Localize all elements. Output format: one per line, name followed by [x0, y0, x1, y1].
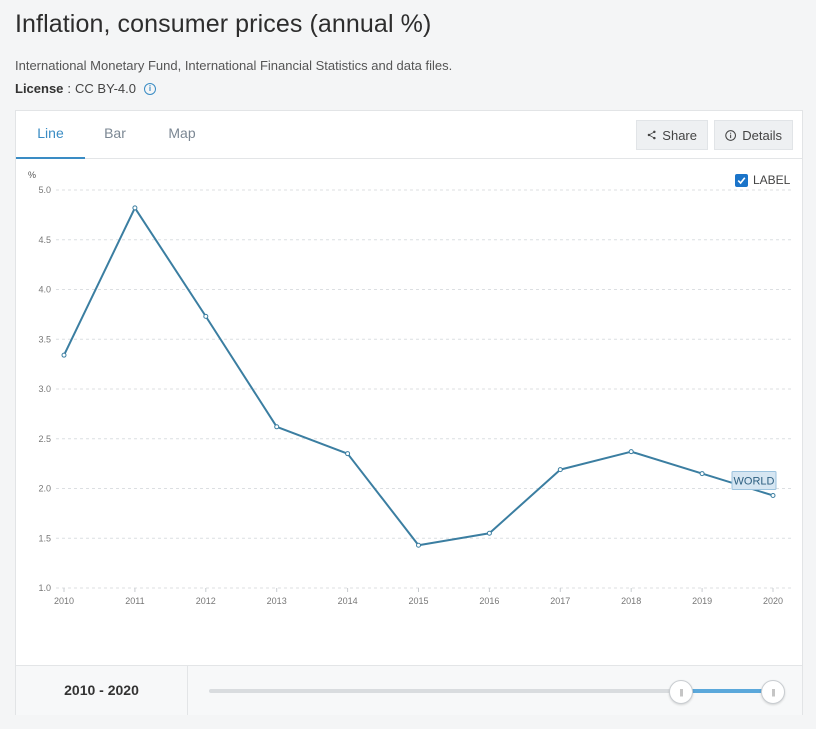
x-tick-label: 2014	[338, 596, 358, 606]
details-button[interactable]: Details	[714, 120, 793, 150]
x-tick-label: 2011	[125, 596, 144, 606]
x-tick-label: 2013	[267, 596, 287, 606]
data-point	[132, 205, 138, 211]
series-line	[63, 206, 774, 547]
license-separator: :	[67, 81, 72, 96]
y-tick-label: 4.0	[38, 285, 51, 295]
chart-card: Line Bar Map Share Details	[15, 110, 803, 715]
x-tick-label: 2017	[550, 596, 570, 606]
data-point	[699, 471, 705, 477]
y-tick-label: 3.5	[38, 334, 51, 344]
x-tick-label: 2016	[479, 596, 499, 606]
y-tick-label: 4.5	[38, 235, 51, 245]
share-label: Share	[662, 127, 697, 143]
x-tick-label: 2012	[196, 596, 216, 606]
x-tick-label: 2020	[763, 596, 783, 606]
grip-icon: |||	[771, 687, 775, 697]
data-point	[61, 352, 67, 358]
x-tick-label: 2010	[54, 596, 74, 606]
data-point	[345, 451, 351, 457]
x-tick-label: 2019	[692, 596, 712, 606]
source-text: International Monetary Fund, Internation…	[15, 58, 453, 73]
series-label: WORLD	[734, 475, 775, 487]
tab-line[interactable]: Line	[16, 111, 85, 159]
label-toggle[interactable]: LABEL	[735, 173, 790, 187]
info-circle-icon	[725, 129, 736, 141]
range-end-handle[interactable]: |||	[761, 680, 785, 704]
share-button[interactable]: Share	[636, 120, 708, 150]
license-label: License	[15, 81, 64, 96]
data-point	[486, 530, 492, 536]
range-bar: 2010 - 2020 ||| |||	[16, 665, 802, 715]
y-tick-label: 2.0	[38, 484, 51, 494]
data-point	[416, 542, 421, 548]
range-slider-fill	[682, 689, 772, 693]
label-checkbox[interactable]	[735, 173, 748, 187]
data-point	[557, 467, 563, 473]
data-point	[770, 492, 776, 498]
details-label: Details	[742, 127, 782, 143]
y-tick-label: 1.0	[38, 583, 51, 593]
info-icon[interactable]: i	[143, 82, 156, 95]
share-icon	[647, 130, 656, 140]
series-label-box	[731, 470, 777, 490]
range-slider-track[interactable]	[209, 689, 772, 693]
chart-tabs: Line Bar Map Share Details	[16, 111, 802, 159]
range-label: 2010 - 2020	[16, 666, 188, 715]
data-point	[203, 313, 209, 319]
check-icon	[737, 176, 746, 184]
license-value: CC BY-4.0	[75, 81, 136, 96]
y-tick-label: 5.0	[38, 185, 51, 195]
y-tick-label: 3.0	[38, 384, 51, 394]
tab-map[interactable]: Map	[168, 125, 196, 141]
page-title: Inflation, consumer prices (annual %)	[15, 10, 432, 38]
label-toggle-text: LABEL	[753, 173, 791, 187]
range-start-handle[interactable]: |||	[669, 680, 693, 704]
tab-bar[interactable]: Bar	[104, 125, 126, 141]
y-tick-label: 1.5	[38, 533, 51, 543]
y-axis-label: %	[28, 170, 36, 180]
grip-icon: |||	[679, 687, 683, 697]
x-tick-label: 2015	[408, 596, 428, 606]
data-point	[628, 449, 634, 455]
data-point	[274, 424, 280, 430]
y-tick-label: 2.5	[38, 434, 51, 444]
license-line: License : CC BY-4.0 i	[15, 81, 156, 96]
x-tick-label: 2018	[621, 596, 641, 606]
